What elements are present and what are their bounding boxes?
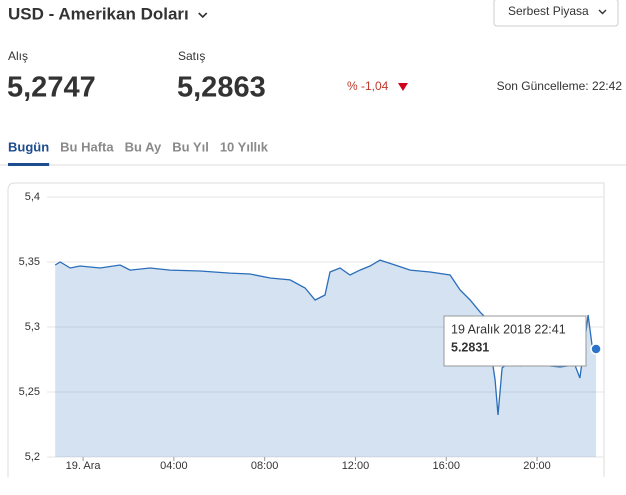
x-tick-label: 19. Ara [66, 460, 102, 472]
area [55, 260, 597, 457]
change: % -1,04 [347, 79, 389, 93]
active-tab-underline [8, 163, 50, 166]
buy-value: 5,2747 [7, 72, 96, 104]
hover-point[interactable] [590, 343, 602, 355]
tab[interactable]: Bu Yıl [172, 139, 209, 154]
currency-title[interactable]: USD - Amerikan Doları [8, 4, 189, 23]
select-label[interactable]: Serbest Piyasa [508, 4, 589, 18]
x-tick-label: 12:00 [342, 460, 370, 472]
tooltip-value: 5.2831 [451, 340, 489, 354]
market-select[interactable]: Serbest Piyasa [493, 0, 619, 27]
sell-label: Satış [178, 49, 205, 63]
tooltip-box [443, 315, 587, 367]
y-tick-label: 5,25 [19, 386, 40, 398]
y-tick-label: 5,4 [25, 191, 40, 203]
x-tick-label: 08:00 [251, 460, 279, 472]
buy-label: Alış [8, 49, 28, 63]
x-tick-label: 04:00 [160, 460, 188, 472]
last-updated: Son Güncelleme: 22:42 [497, 79, 623, 93]
x-tick-label: 20:00 [523, 460, 551, 472]
down-arrow [398, 83, 408, 91]
select-chevron[interactable] [598, 9, 607, 15]
tab[interactable]: Bu Ay [125, 139, 162, 154]
y-tick-label: 5,3 [25, 321, 40, 333]
title-chevron[interactable] [198, 12, 208, 19]
sell-value: 5,2863 [177, 72, 266, 104]
x-tick-label: 16:00 [432, 460, 460, 472]
tab[interactable]: Bugün [8, 139, 49, 154]
y-tick-label: 5,35 [19, 256, 40, 268]
y-tick-label: 5,2 [25, 451, 40, 463]
tab[interactable]: 10 Yıllık [220, 139, 269, 154]
tooltip-date: 19 Aralık 2018 22:41 [451, 322, 566, 336]
tab[interactable]: Bu Hafta [60, 139, 114, 154]
chart-frame [7, 182, 605, 477]
select-box[interactable] [493, 0, 619, 27]
